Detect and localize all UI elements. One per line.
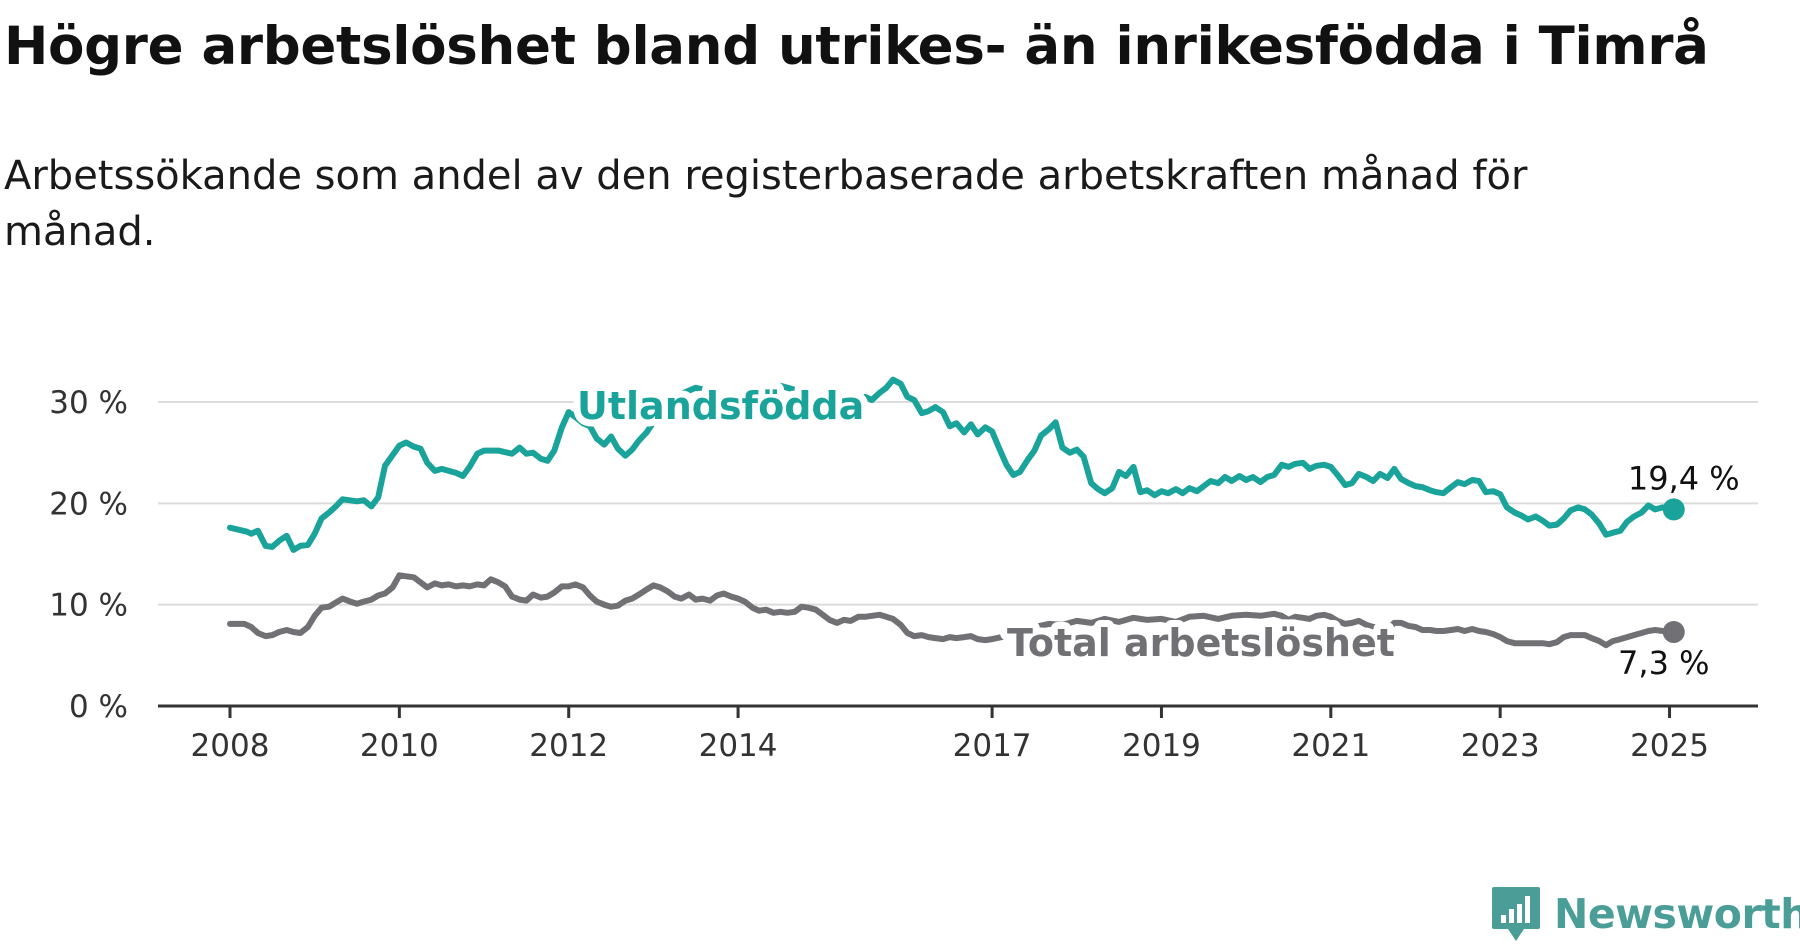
series-labels: 19,4 %7,3 %UtlandsföddaUtlandsföddaTotal…: [570, 377, 1740, 682]
chart-subtitle: Arbetssökande som andel av den registerb…: [4, 153, 1528, 255]
x-tick-label: 2023: [1461, 728, 1540, 764]
y-tick-label: 30 %: [49, 385, 128, 421]
newsworthy-logo: Newsworthy: [1490, 884, 1800, 944]
series-name-label: Total arbetslöshet: [1007, 621, 1395, 665]
series-name-halo: Utlandsfödda: [577, 384, 864, 428]
series-end-marker: [1662, 621, 1685, 644]
x-tick-label: 2010: [360, 728, 439, 764]
series-line: [227, 572, 1677, 649]
x-tick-label: 2012: [529, 728, 608, 764]
series-end-label: 19,4 %: [1628, 459, 1740, 497]
brand-name: Newsworthy: [1554, 890, 1800, 938]
y-tick-label: 10 %: [49, 588, 128, 624]
series-name-halo: Total arbetslöshet: [1007, 621, 1395, 665]
newsworthy-logo-icon: [1492, 887, 1540, 941]
x-tick-label: 2025: [1630, 728, 1709, 764]
series-line: [227, 376, 1677, 553]
chart-title: Högre arbetslöshet bland utrikes- än inr…: [4, 16, 1709, 77]
x-tick-label: 2021: [1291, 728, 1370, 764]
y-tick-label: 20 %: [49, 486, 128, 522]
series-end-label: 7,3 %: [1618, 644, 1709, 682]
gridlines: [158, 401, 1758, 606]
series-lines: [227, 376, 1685, 649]
x-axis-ticks: 2008 2010 2012 2014 2017 2019 2021 2023 2025: [191, 706, 1709, 764]
y-axis-ticks: 0 % 10 % 20 % 30 %: [49, 385, 128, 725]
x-tick-label: 2019: [1122, 728, 1201, 764]
y-tick-label: 0 %: [69, 689, 128, 725]
x-tick-label: 2017: [953, 728, 1032, 764]
series-end-marker: [1662, 498, 1685, 521]
x-tick-label: 2014: [699, 728, 778, 764]
series-name-label: Utlandsfödda: [577, 384, 864, 428]
x-tick-label: 2008: [191, 728, 270, 764]
